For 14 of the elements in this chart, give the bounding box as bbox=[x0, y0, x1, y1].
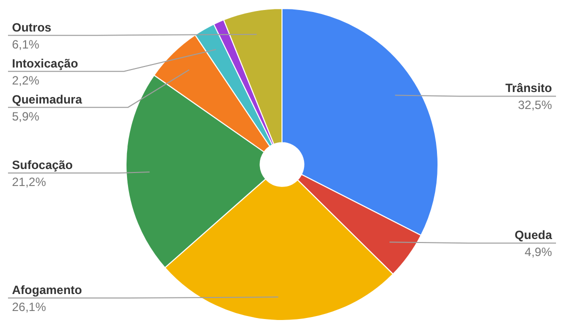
data-label: 5,9% bbox=[12, 109, 40, 124]
data-label: 4,9% bbox=[524, 245, 552, 260]
slice-label: Afogamento bbox=[12, 283, 82, 298]
slice-label: Intoxicação bbox=[12, 56, 78, 70]
data-label: 32,5% bbox=[518, 98, 552, 112]
data-label: 21,2% bbox=[12, 174, 46, 189]
data-label: 2,2% bbox=[12, 73, 40, 88]
data-label: 6,1% bbox=[12, 37, 40, 52]
slice-label: Outros bbox=[12, 20, 52, 34]
slice-label: Queda bbox=[514, 228, 552, 242]
slice-label: Queimadura bbox=[12, 92, 82, 106]
data-label: 26,1% bbox=[12, 300, 46, 314]
slice-label: Sufocação bbox=[12, 158, 73, 172]
slice-label: Trânsito bbox=[505, 81, 552, 96]
